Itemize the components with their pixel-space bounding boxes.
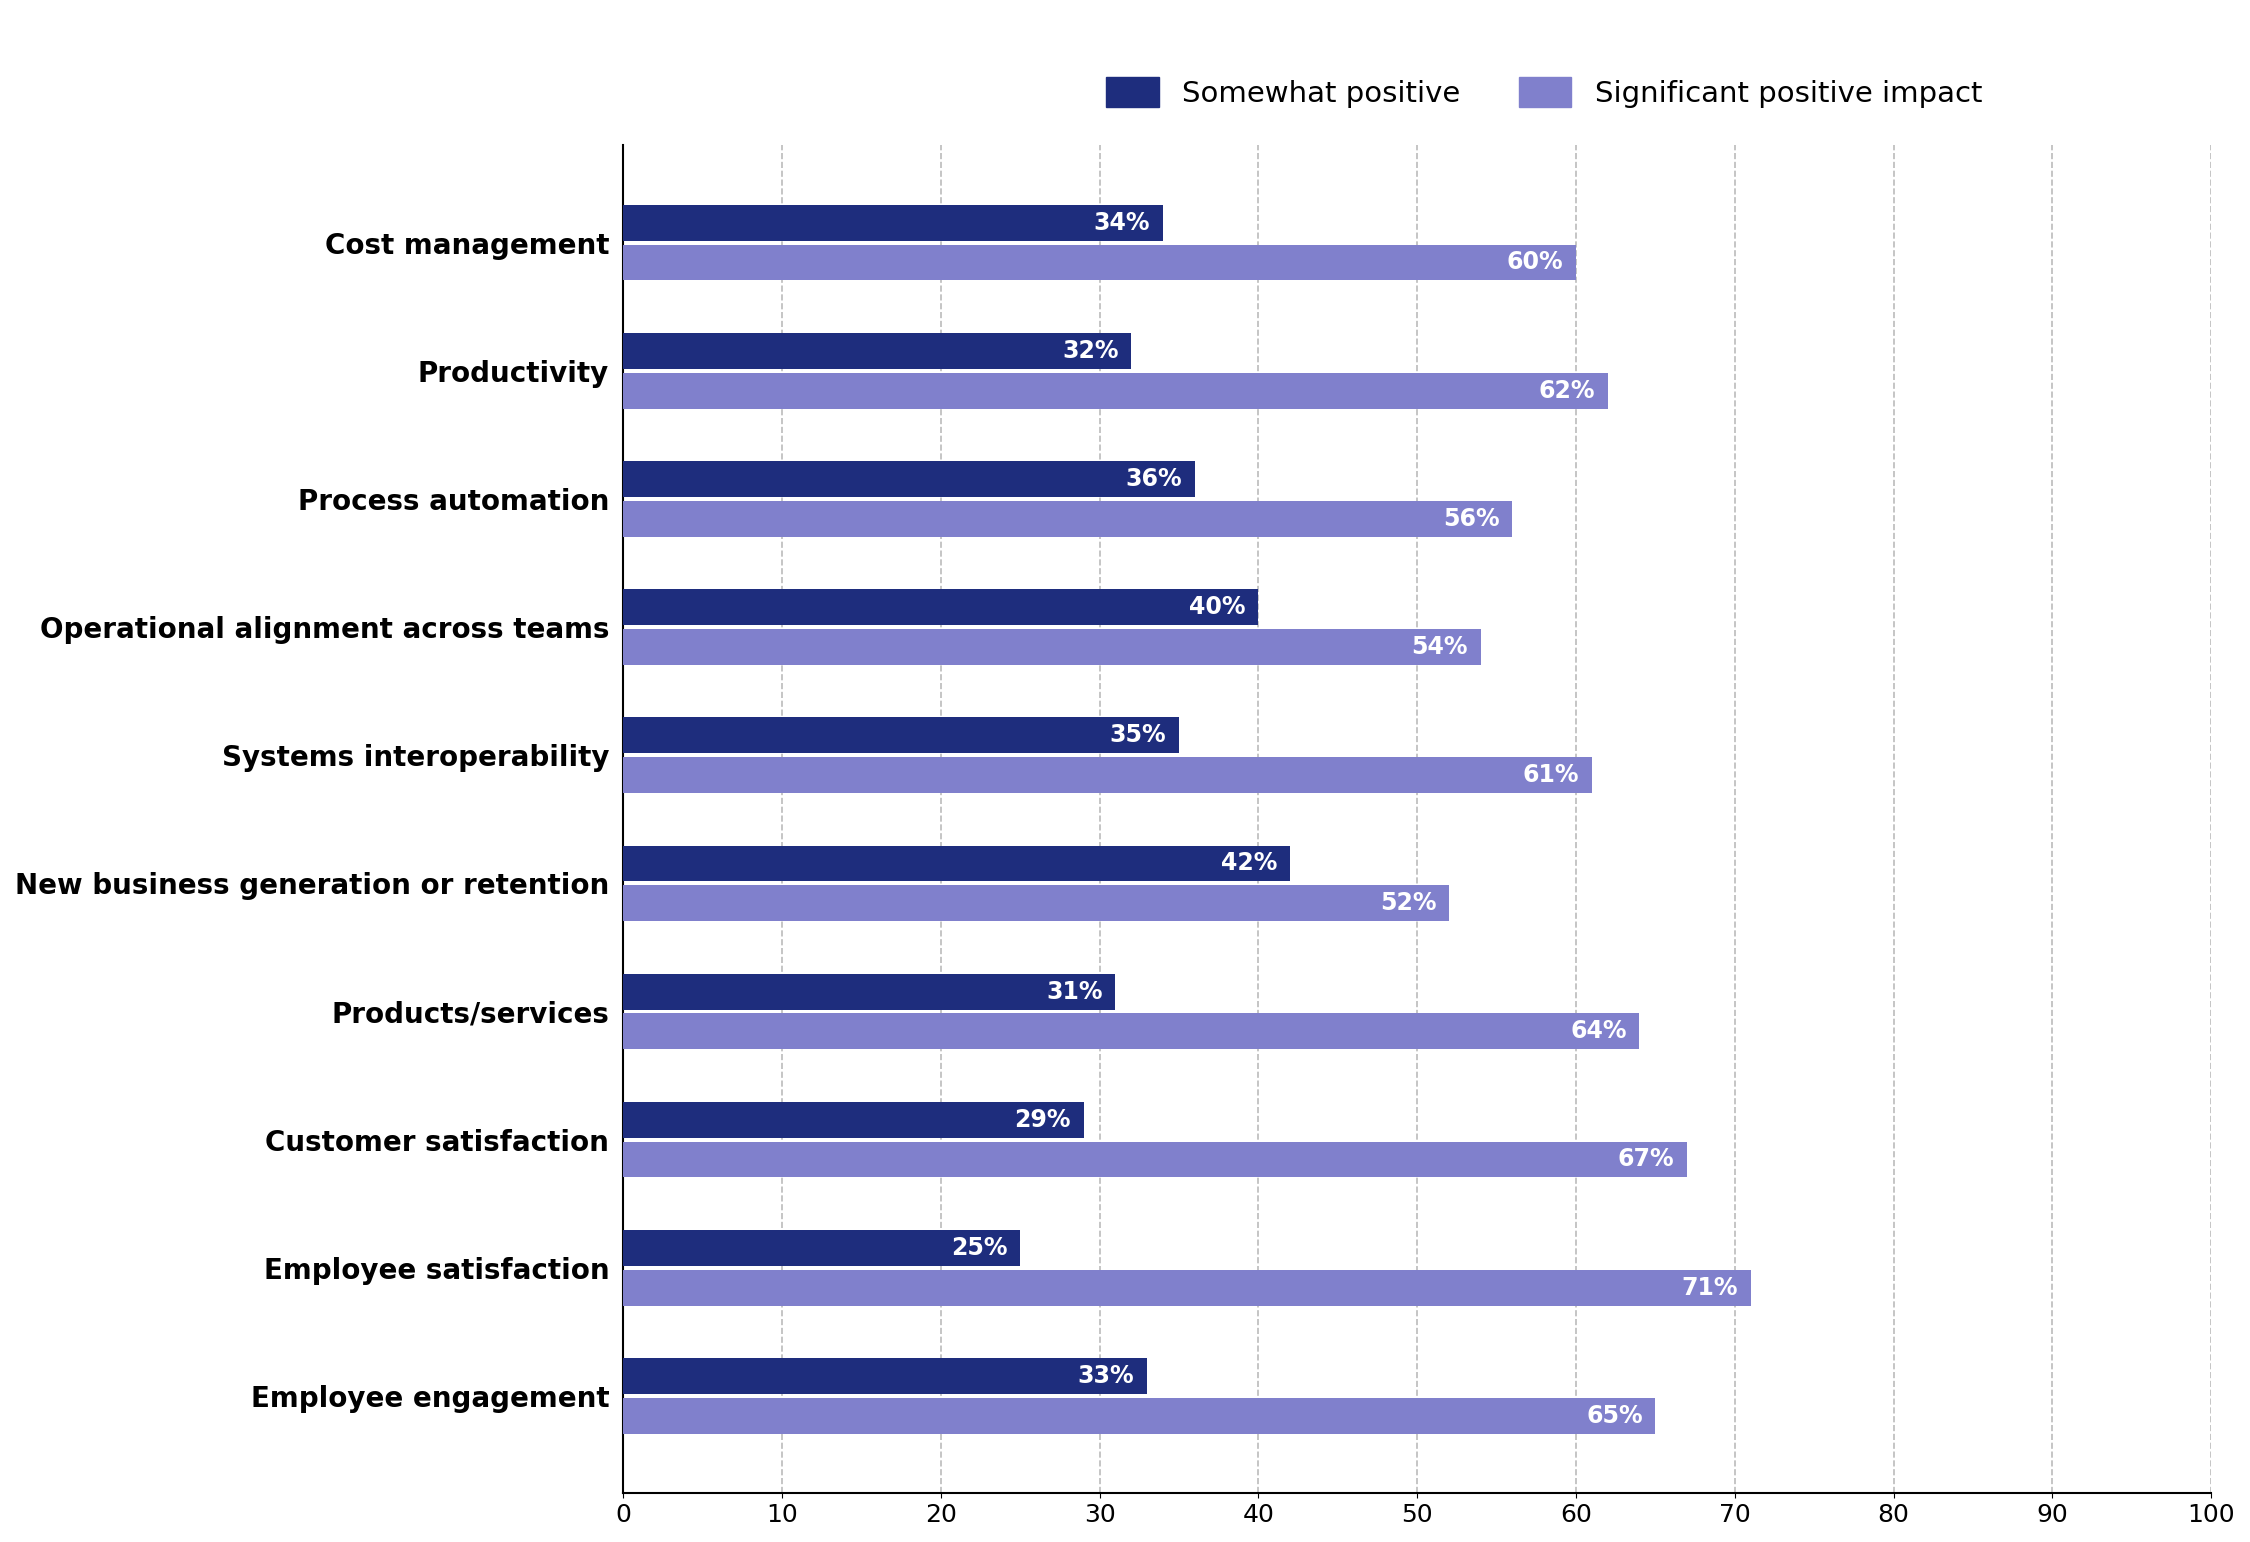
Bar [623, 757, 1591, 793]
Text: 31%: 31% [1046, 979, 1102, 1004]
Text: 64%: 64% [1570, 1019, 1627, 1044]
Text: 36%: 36% [1125, 467, 1181, 490]
Text: 52%: 52% [1379, 891, 1436, 916]
Text: 54%: 54% [1411, 635, 1467, 658]
Text: 40%: 40% [1190, 595, 1246, 620]
Bar [623, 973, 1116, 1010]
Bar [623, 205, 1163, 241]
Text: 32%: 32% [1062, 339, 1118, 362]
Bar [623, 245, 1575, 281]
Text: 34%: 34% [1094, 211, 1150, 234]
Bar [623, 373, 1609, 409]
Text: 33%: 33% [1078, 1365, 1134, 1388]
Bar [623, 1141, 1688, 1178]
Text: 35%: 35% [1109, 723, 1166, 748]
Bar [623, 589, 1258, 625]
Bar [623, 1103, 1084, 1138]
Text: 60%: 60% [1508, 250, 1564, 274]
Legend: Somewhat positive, Significant positive impact: Somewhat positive, Significant positive … [1096, 65, 1994, 120]
Bar [623, 1397, 1656, 1434]
Bar [623, 1013, 1640, 1049]
Bar [623, 717, 1179, 752]
Text: 67%: 67% [1618, 1147, 1674, 1172]
Text: 62%: 62% [1539, 379, 1595, 402]
Text: 65%: 65% [1586, 1403, 1642, 1428]
Bar [623, 1231, 1019, 1266]
Bar [623, 333, 1132, 369]
Bar [623, 629, 1480, 665]
Bar [623, 1269, 1750, 1306]
Bar [623, 461, 1195, 497]
Bar [623, 885, 1449, 921]
Bar [623, 501, 1512, 537]
Text: 56%: 56% [1442, 507, 1501, 530]
Text: 42%: 42% [1222, 851, 1278, 876]
Bar [623, 1359, 1148, 1394]
Bar [623, 845, 1289, 882]
Text: 29%: 29% [1015, 1107, 1071, 1132]
Text: 25%: 25% [952, 1235, 1008, 1260]
Text: 71%: 71% [1681, 1275, 1737, 1300]
Text: 61%: 61% [1523, 763, 1579, 786]
